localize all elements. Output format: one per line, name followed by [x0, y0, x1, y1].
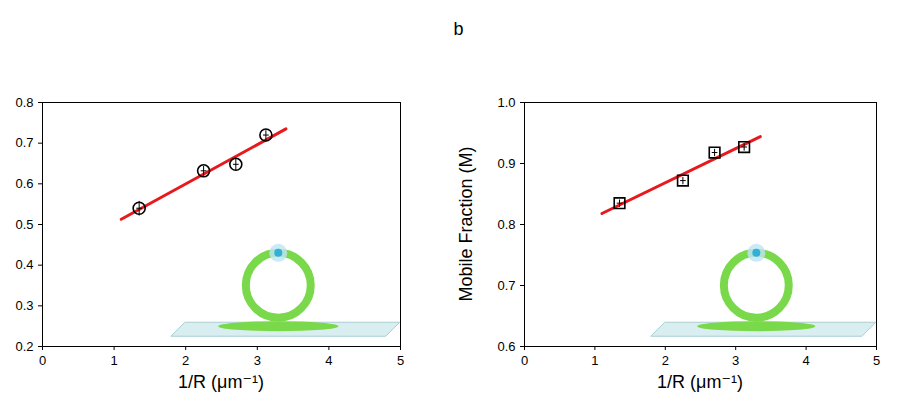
svg-text:0.2: 0.2	[15, 339, 33, 354]
svg-text:1: 1	[110, 353, 117, 368]
svg-text:1/R (μm⁻¹): 1/R (μm⁻¹)	[657, 372, 743, 392]
svg-text:0.5: 0.5	[15, 217, 33, 232]
svg-text:5: 5	[397, 353, 404, 368]
svg-text:3: 3	[254, 353, 261, 368]
svg-text:Mobile Fraction (M): Mobile Fraction (M)	[456, 146, 476, 301]
svg-text:2: 2	[182, 353, 189, 368]
svg-text:5: 5	[873, 353, 880, 368]
svg-text:1: 1	[591, 353, 598, 368]
html-text:b: b	[453, 19, 464, 39]
svg-text:1/R (μm⁻¹): 1/R (μm⁻¹)	[178, 372, 264, 392]
svg-text:0.3: 0.3	[15, 298, 33, 313]
svg-text:4: 4	[325, 353, 332, 368]
svg-text:0: 0	[39, 353, 46, 368]
svg-text:0.8: 0.8	[497, 217, 515, 232]
svg-text:0: 0	[521, 353, 528, 368]
svg-text:0.6: 0.6	[497, 339, 515, 354]
svg-text:2: 2	[662, 353, 669, 368]
svg-text:0.8: 0.8	[15, 95, 33, 110]
svg-text:1.0: 1.0	[497, 95, 515, 110]
svg-text:0.4: 0.4	[15, 257, 33, 272]
svg-text:0.7: 0.7	[15, 135, 33, 150]
svg-text:0.6: 0.6	[15, 176, 33, 191]
svg-text:0.7: 0.7	[497, 278, 515, 293]
svg-text:3: 3	[732, 353, 739, 368]
svg-text:0.9: 0.9	[497, 156, 515, 171]
svg-text:4: 4	[802, 353, 809, 368]
